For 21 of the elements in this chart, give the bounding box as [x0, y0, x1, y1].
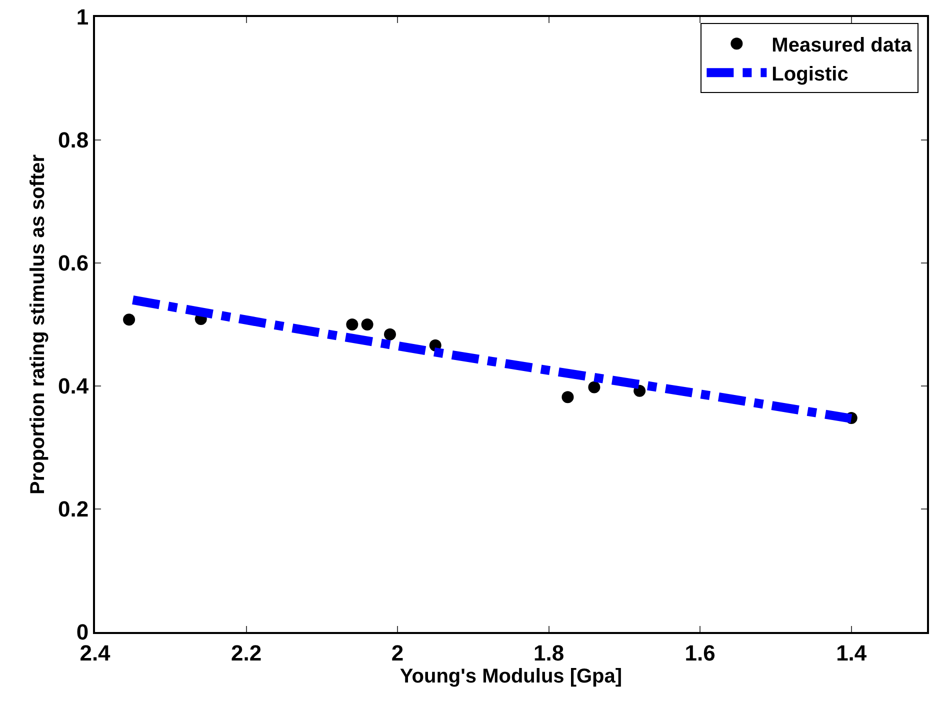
point — [123, 314, 136, 326]
x-tick-label: 1.6 — [684, 640, 716, 666]
legend-label: Logistic — [772, 63, 848, 86]
point — [562, 391, 574, 404]
point — [346, 318, 358, 330]
point — [384, 328, 396, 340]
y-tick-label: 0.4 — [58, 374, 90, 399]
x-axis-title: Young's Modulus [Gpa] — [400, 665, 622, 688]
legend-label: Measured data — [772, 34, 913, 56]
point — [361, 318, 374, 330]
y-tick-label: 0.8 — [58, 128, 89, 153]
x-tick-label: 1.8 — [534, 640, 564, 666]
point — [634, 384, 646, 397]
x-tick-label: 2.2 — [230, 640, 262, 666]
point — [588, 381, 600, 394]
x-tick-label: 1.4 — [836, 640, 868, 666]
y-tick-label: 0.6 — [58, 250, 89, 276]
x-tick-label: 2 — [391, 640, 404, 666]
y-tick-label: 1 — [76, 4, 89, 30]
y-tick-label: 0.2 — [58, 496, 89, 522]
y-axis-title: Proportion rating stimulus as softer — [27, 154, 50, 495]
